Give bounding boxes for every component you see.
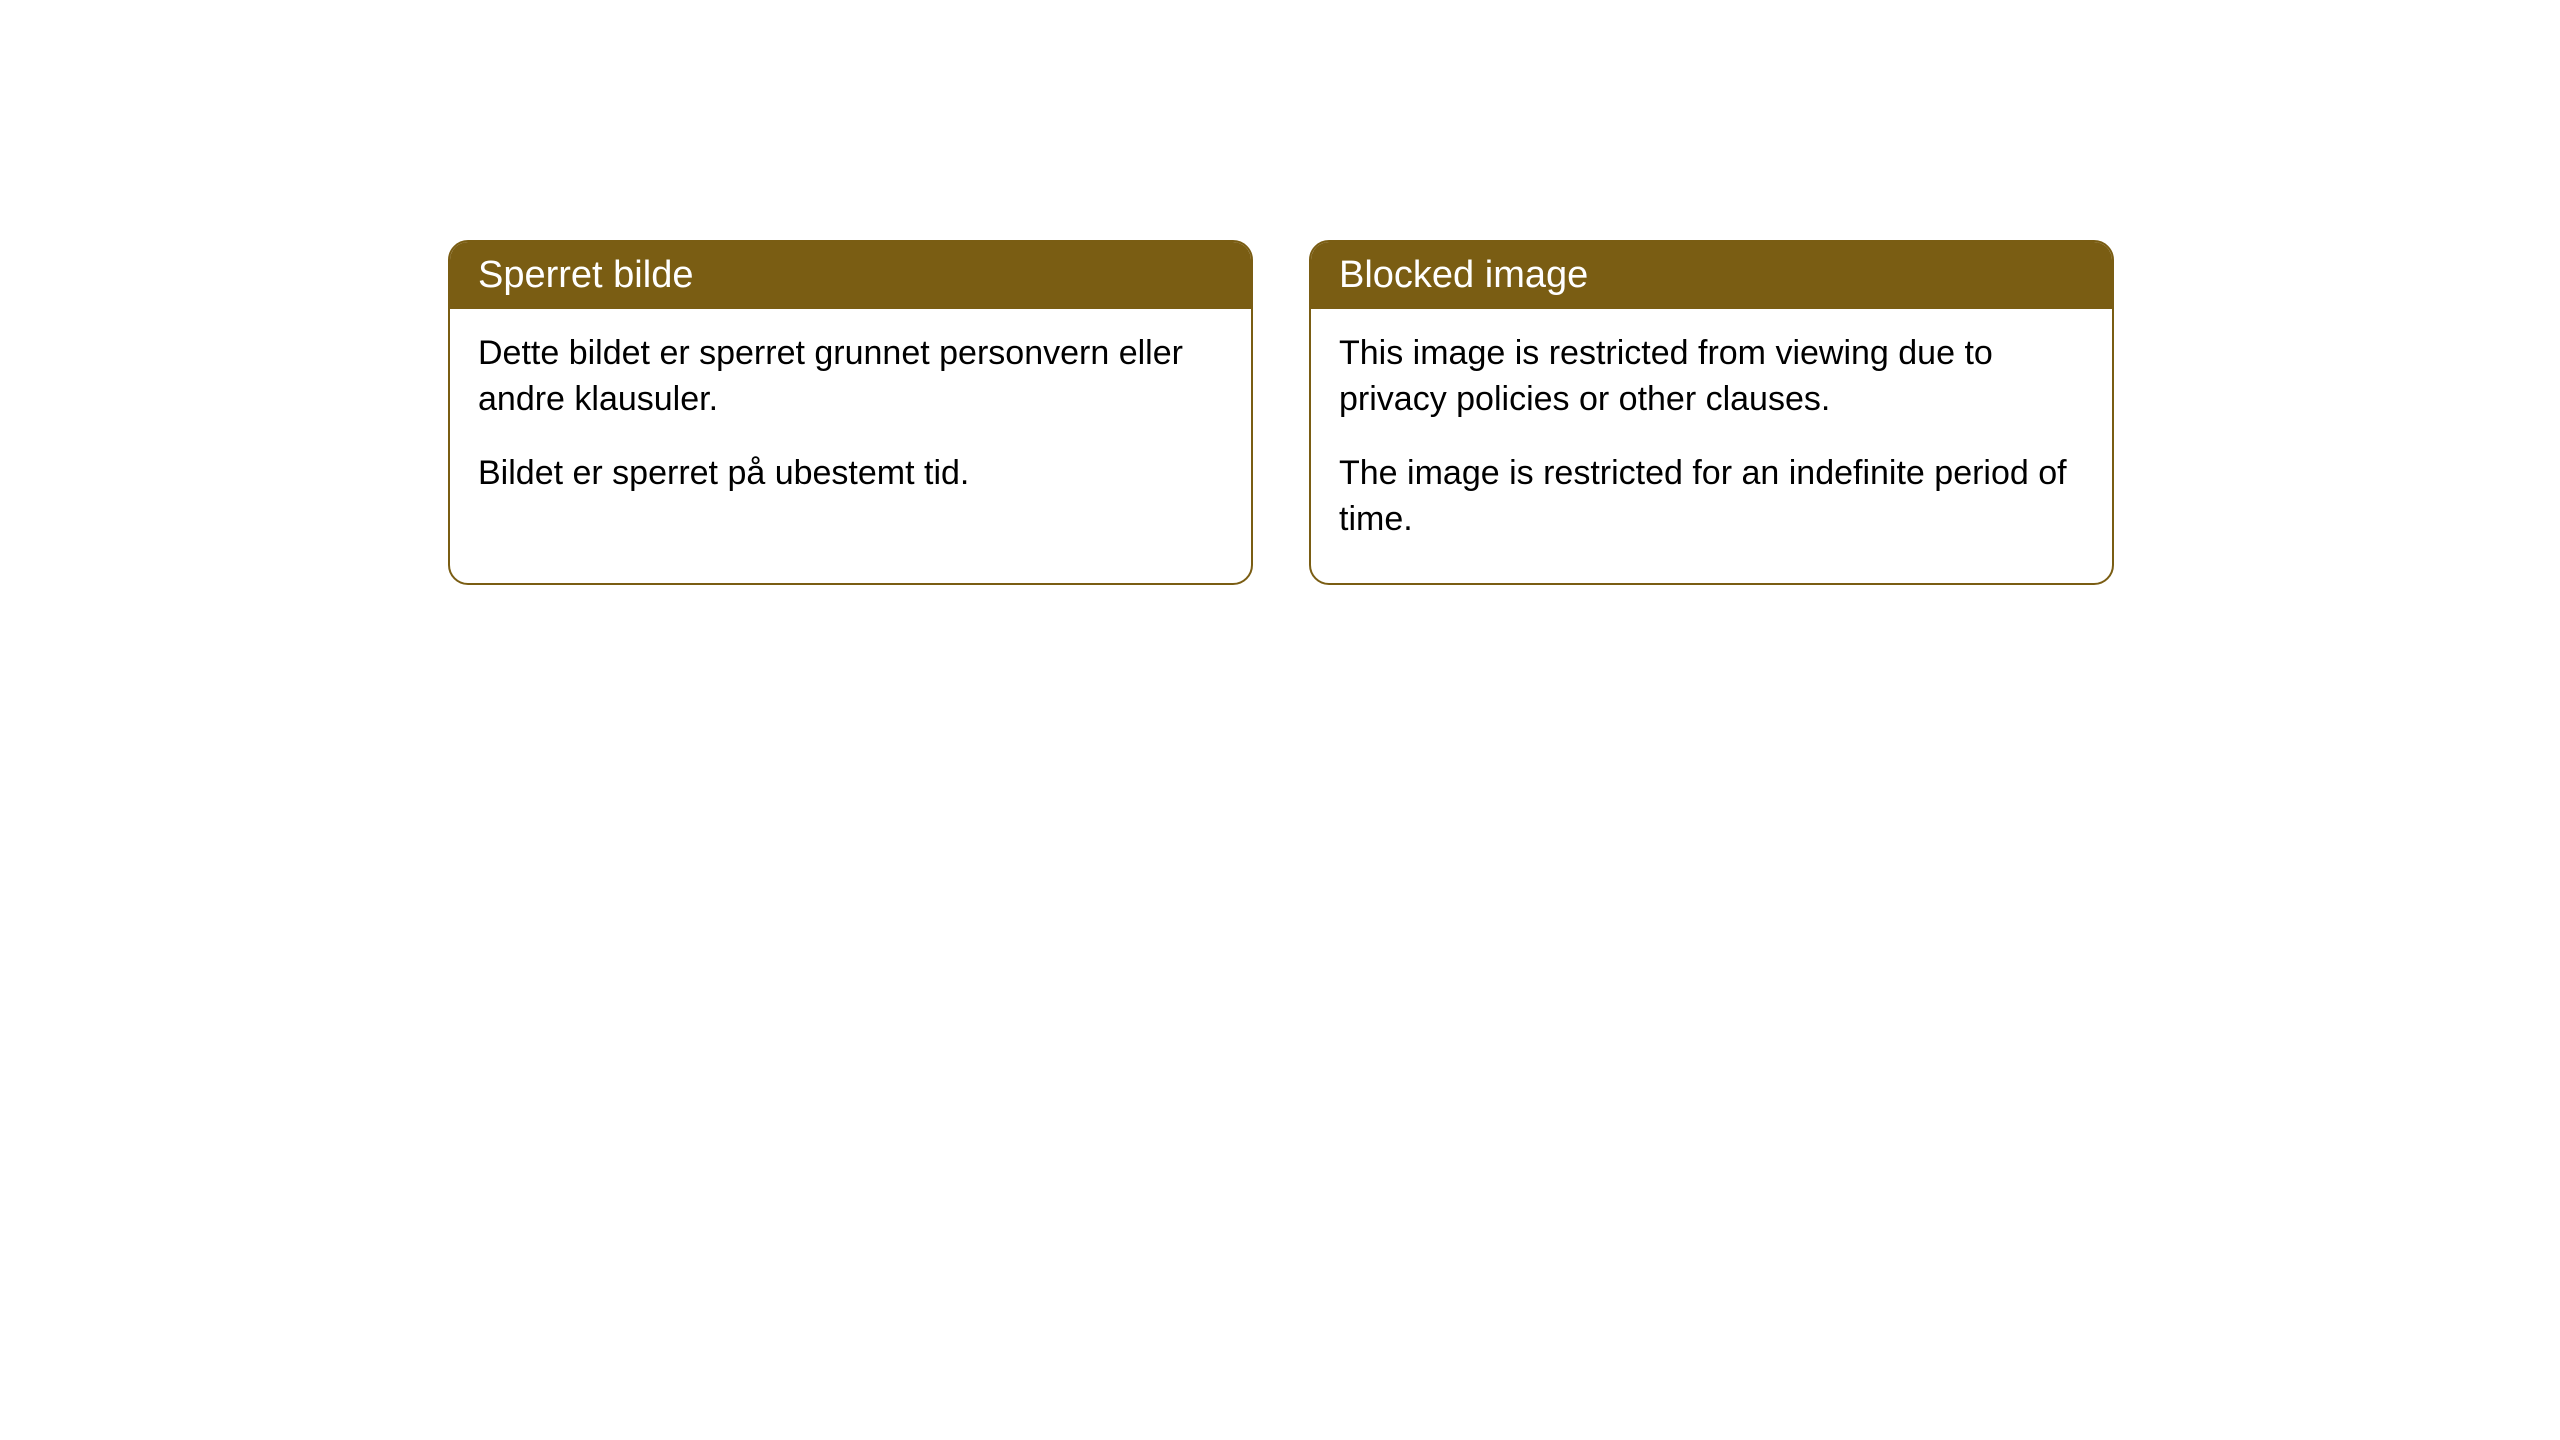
card-english: Blocked image This image is restricted f… [1309,240,2114,585]
card-header-english: Blocked image [1311,242,2112,309]
card-paragraph: Bildet er sperret på ubestemt tid. [478,451,1223,497]
card-paragraph: Dette bildet er sperret grunnet personve… [478,331,1223,423]
card-header-norwegian: Sperret bilde [450,242,1251,309]
card-norwegian: Sperret bilde Dette bildet er sperret gr… [448,240,1253,585]
card-container: Sperret bilde Dette bildet er sperret gr… [448,240,2114,585]
card-body-norwegian: Dette bildet er sperret grunnet personve… [450,309,1251,537]
card-paragraph: The image is restricted for an indefinit… [1339,451,2084,543]
card-body-english: This image is restricted from viewing du… [1311,309,2112,583]
card-paragraph: This image is restricted from viewing du… [1339,331,2084,423]
